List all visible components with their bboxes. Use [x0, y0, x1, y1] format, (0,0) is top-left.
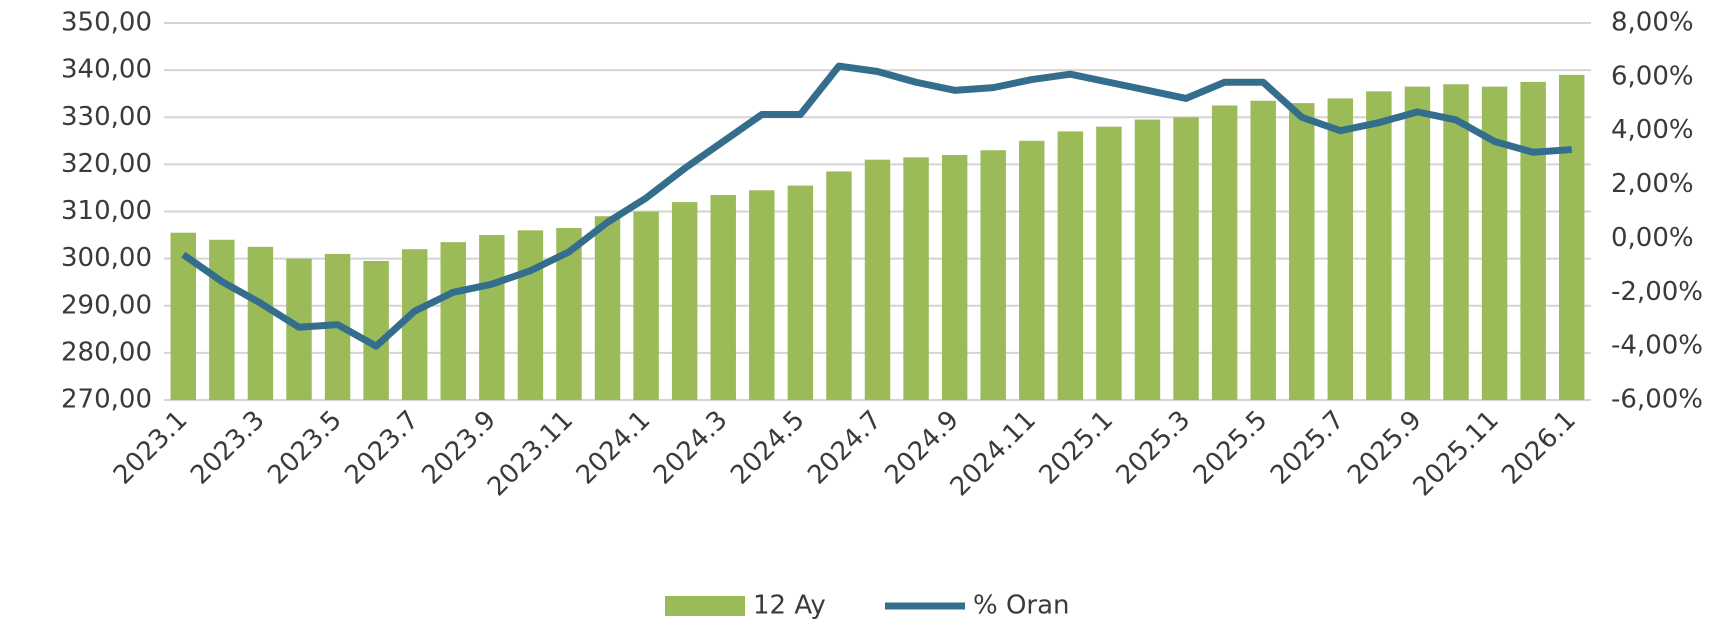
y-tick-label: 310,00: [61, 196, 152, 226]
legend-swatch: [665, 596, 745, 616]
x-tick-label: 2023.5: [262, 405, 348, 491]
x-tick-label: 2023.3: [185, 405, 271, 491]
bar: [1096, 126, 1122, 401]
bar: [1057, 131, 1084, 400]
y-tick-label: 290,00: [61, 290, 152, 320]
bar: [941, 154, 968, 400]
bar: [1173, 117, 1199, 400]
bar: [1404, 86, 1431, 401]
x-tick-label: 2024.11: [945, 405, 1042, 502]
y-tick-label: 350,00: [61, 8, 152, 38]
bar: [517, 230, 544, 400]
y-tick-label: 300,00: [61, 243, 152, 273]
y-tick-label: 270,00: [61, 385, 152, 415]
bar: [1250, 100, 1276, 400]
x-tick-label: 2024.3: [648, 405, 734, 491]
y-tick-label: 340,00: [61, 55, 152, 85]
line: [181, 62, 1572, 350]
bar: [1327, 98, 1354, 401]
bar: [826, 171, 852, 400]
x-tick-label: 2025.1: [1034, 405, 1120, 491]
y2-tick-label: 0,00%: [1611, 223, 1694, 253]
bar: [633, 211, 659, 400]
y-tick-label: 280,00: [61, 337, 152, 367]
y2-tick-label: 2,00%: [1611, 169, 1694, 199]
y2-tick-label: -6,00%: [1611, 385, 1703, 415]
y2-tick-label: 4,00%: [1611, 115, 1694, 145]
y-tick-label: 330,00: [61, 102, 152, 132]
bar: [594, 216, 621, 400]
bar: [209, 239, 235, 400]
y-tick-label: 320,00: [61, 149, 152, 179]
bar: [864, 159, 891, 400]
y2-tick-label: -2,00%: [1611, 277, 1703, 307]
x-tick-label: 2023.11: [482, 405, 579, 502]
bar: [1520, 81, 1546, 400]
bar: [903, 157, 929, 400]
bar: [247, 246, 274, 400]
x-tick-label: 2023.1: [108, 405, 194, 491]
x-tick-label: 2024.5: [725, 405, 811, 491]
bar: [1443, 84, 1469, 400]
y2-tick-label: 8,00%: [1611, 8, 1694, 38]
bar: [1558, 74, 1585, 401]
x-tick-label: 2024.7: [802, 405, 888, 491]
bar: [363, 260, 389, 400]
x-tick-label: 2026.1: [1496, 405, 1582, 491]
bar: [1134, 119, 1161, 400]
legend-label: % Oran: [973, 591, 1070, 621]
legend-label: 12 Ay: [753, 591, 826, 621]
bar: [710, 195, 736, 400]
bar: [787, 185, 814, 400]
bar: [1211, 105, 1238, 400]
bar: [401, 249, 428, 400]
bar: [1366, 91, 1392, 401]
x-tick-label: 2024.1: [571, 405, 657, 491]
x-tick-label: 2025.11: [1408, 405, 1505, 502]
bar: [749, 190, 775, 400]
x-tick-label: 2025.5: [1188, 405, 1274, 491]
y2-tick-label: 6,00%: [1611, 61, 1694, 91]
x-tick-label: 2023.7: [339, 405, 425, 491]
x-tick-label: 2025.3: [1111, 405, 1197, 491]
bar: [1019, 140, 1045, 400]
bar: [440, 242, 466, 400]
y2-tick-label: -4,00%: [1611, 331, 1703, 361]
bar: [980, 150, 1006, 400]
bar: [671, 202, 698, 400]
bar: [479, 235, 505, 400]
x-tick-label: 2025.7: [1265, 405, 1351, 491]
bar: [1289, 103, 1315, 401]
